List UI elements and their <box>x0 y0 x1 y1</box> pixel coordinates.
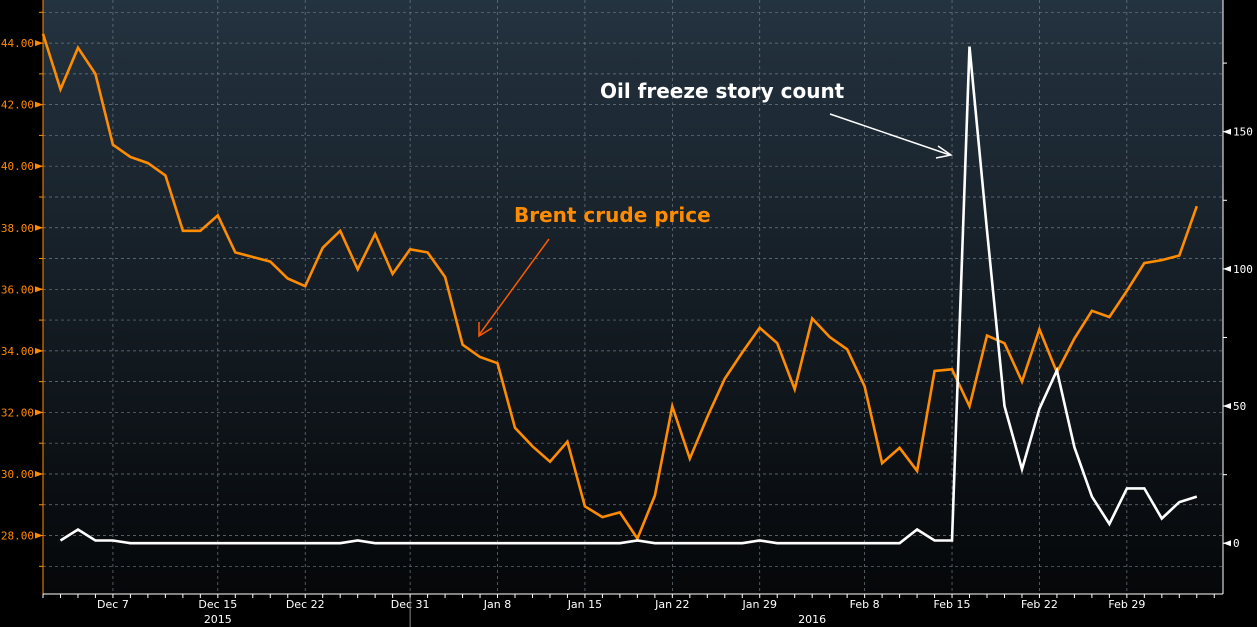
arrowhead-story-count <box>935 145 953 159</box>
x-tick-label: Feb 29 <box>1108 598 1145 611</box>
annotation-arrow-story-count <box>829 113 951 156</box>
grid <box>43 0 1223 594</box>
x-tick-label: Jan 22 <box>654 598 689 611</box>
plot-background <box>43 0 1223 594</box>
x-tick-label: Dec 15 <box>198 598 237 611</box>
left-tick-label: 30.00 <box>1 468 34 481</box>
series-line-oil-freeze-story-count <box>59 46 1198 545</box>
year-label: 2016 <box>798 613 826 626</box>
left-tick-label: 40.00 <box>1 160 34 173</box>
left-tick-label: 28.00 <box>1 530 34 543</box>
right-tick-label: 50 <box>1233 400 1246 413</box>
left-tick-marker <box>35 40 43 47</box>
annotation-brent: Brent crude price <box>514 203 711 227</box>
x-tick-label: Jan 8 <box>483 598 511 611</box>
left-tick-marker <box>35 470 43 477</box>
left-tick-marker <box>35 532 43 539</box>
left-tick-label: 36.00 <box>1 283 34 296</box>
left-tick-label: 34.00 <box>1 345 34 358</box>
left-tick-label: 32.00 <box>1 406 34 419</box>
left-tick-marker <box>35 286 43 293</box>
x-tick-label: Feb 15 <box>934 598 971 611</box>
left-tick-label: 42.00 <box>1 99 34 112</box>
right-tick-marker <box>1223 128 1231 135</box>
right-tick-label: 100 <box>1233 263 1253 276</box>
series <box>41 33 1199 545</box>
right-tick-label: 0 <box>1233 537 1240 550</box>
left-tick-marker <box>35 347 43 354</box>
year-label: 2015 <box>204 613 232 626</box>
x-tick-label: Feb 22 <box>1021 598 1058 611</box>
annotation-story-count: Oil freeze story count <box>600 79 845 103</box>
left-tick-label: 44.00 <box>1 37 34 50</box>
right-tick-marker <box>1223 403 1231 410</box>
arrowhead-brent <box>478 322 493 338</box>
left-tick-marker <box>35 224 43 231</box>
left-tick-marker <box>35 163 43 170</box>
x-tick-label: Dec 22 <box>286 598 325 611</box>
x-tick-label: Jan 15 <box>567 598 602 611</box>
right-tick-label: 150 <box>1233 126 1253 139</box>
right-tick-marker <box>1223 540 1231 547</box>
x-tick-label: Jan 29 <box>742 598 777 611</box>
left-tick-label: 38.00 <box>1 222 34 235</box>
left-tick-marker <box>35 101 43 108</box>
right-tick-marker <box>1223 265 1231 272</box>
x-tick-label: Dec 7 <box>97 598 129 611</box>
x-tick-label: Feb 8 <box>850 598 880 611</box>
annotation-arrow-brent <box>478 238 550 336</box>
annotations: Oil freeze story count Brent crude price <box>478 79 953 338</box>
left-tick-marker <box>35 409 43 416</box>
